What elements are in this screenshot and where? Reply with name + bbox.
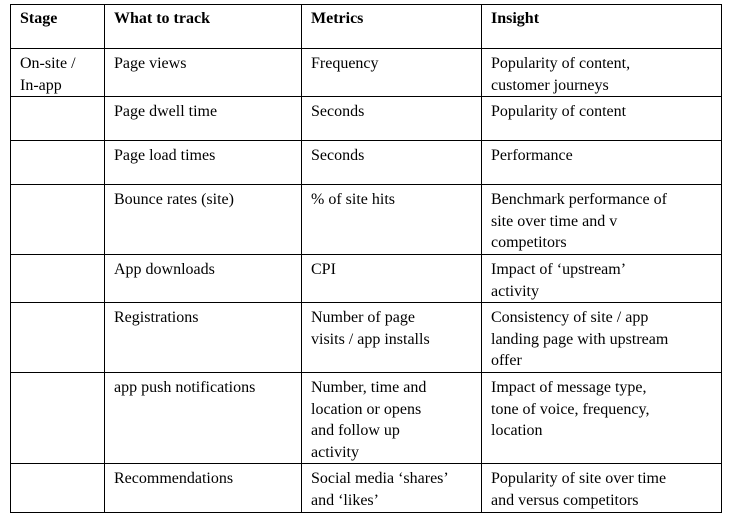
cell-text: and ‘likes’ (311, 491, 379, 509)
cell-text: Social media ‘shares’ (311, 470, 449, 488)
metrics-cell: Number of page visits / app installs (301, 302, 482, 373)
insight-cell: Consistency of site / app landing page wi… (481, 302, 722, 373)
metrics-cell: Seconds (301, 140, 482, 186)
cell-text: Benchmark performance of (491, 191, 667, 209)
cell-text: landing page with upstream (491, 330, 669, 348)
cell-text: In-app (20, 76, 62, 94)
track-cell: Page views (104, 47, 302, 98)
cell-text: Page load times (114, 147, 216, 165)
cell-text: Number of page (311, 309, 415, 327)
track-cell: Recommendations (104, 463, 302, 513)
table-row: Registrations Number of page visits / app … (10, 302, 722, 373)
track-cell: Page dwell time (104, 96, 302, 142)
cell-text: Popularity of content (491, 103, 627, 121)
cell-text: competitors (491, 234, 567, 252)
table-row: On-site / In-app Page views Frequency Popula… (10, 47, 722, 98)
track-cell: App downloads (104, 253, 302, 304)
cell-text: Page dwell time (114, 103, 218, 121)
header-row: Stage What to track Metrics Insight (10, 4, 722, 49)
cell-text: Consistency of site / app (491, 309, 649, 327)
stage-cell (10, 302, 105, 373)
cell-text: location (491, 422, 543, 440)
table-row: Page dwell time Seconds Popularity of cont… (10, 96, 722, 142)
cell-text: Impact of ‘upstream’ (491, 260, 627, 278)
cell-text: and versus competitors (491, 491, 639, 509)
cell-text: activity (491, 282, 539, 300)
stage-cell (10, 184, 105, 255)
cell-text: Page views (114, 55, 187, 72)
insight-cell: Impact of ‘upstream’ activity (481, 253, 722, 304)
cell-text: Impact of message type, (491, 378, 647, 396)
header-cell: Insight (481, 4, 722, 49)
cell-text: Popularity of site over time (491, 470, 667, 488)
track-cell: Bounce rates (site) (104, 184, 302, 255)
table-row: Bounce rates (site) % of site hits Benchma… (10, 184, 722, 255)
track-cell: Page load times (104, 140, 302, 186)
cell-text: location or opens (311, 400, 422, 418)
cell-text: Performance (491, 147, 573, 165)
metrics-cell: % of site hits (301, 184, 482, 255)
metrics-cell: CPI (301, 253, 482, 304)
stage-cell (10, 140, 105, 186)
table-row: App downloads CPI Impact of ‘upstream’ acti… (10, 253, 722, 304)
insight-cell: Popularity of content (481, 96, 722, 142)
metrics-cell: Frequency (301, 47, 482, 98)
metrics-cell: Social media ‘shares’ and ‘likes’ (301, 463, 482, 513)
cell-text: CPI (311, 260, 336, 278)
cell-text: % of site hits (311, 191, 395, 209)
table-row: app push notifications Number, time and lo… (10, 371, 722, 465)
cell-text: On-site / (20, 55, 76, 72)
cell-text: Bounce rates (site) (114, 191, 234, 209)
cell-text: Popularity of content, (491, 55, 631, 72)
table-row: Page load times Seconds Performance (10, 140, 722, 186)
insight-cell: Benchmark performance of site over time a… (481, 184, 722, 255)
metrics-cell: Number, time and location or opens and fol… (301, 371, 482, 465)
cell-text: Registrations (114, 309, 199, 327)
cell-text: App downloads (114, 260, 215, 278)
track-cell: Registrations (104, 302, 302, 373)
cell-text: app push notifications (114, 378, 256, 396)
cell-text: Seconds (311, 147, 365, 165)
stage-cell (10, 96, 105, 142)
cell-text: site over time and v (491, 212, 618, 230)
insight-cell: Impact of message type, tone of voice, fr… (481, 371, 722, 465)
stage-cell (10, 463, 105, 513)
cell-text: and follow up (311, 422, 400, 440)
insight-cell: Popularity of content, customer journeys (481, 47, 722, 98)
insight-cell: Popularity of site over time and versus c… (481, 463, 722, 513)
header-cell: Metrics (301, 4, 482, 49)
cell-text: offer (491, 352, 522, 370)
metrics-cell: Seconds (301, 96, 482, 142)
track-cell: app push notifications (104, 371, 302, 465)
cell-text: Seconds (311, 103, 365, 121)
cell-text: visits / app installs (311, 330, 430, 348)
cell-text: Number, time and (311, 378, 427, 396)
cell-text: customer journeys (491, 76, 609, 94)
cell-text: Recommendations (114, 470, 234, 488)
stage-cell (10, 253, 105, 304)
stage-cell: On-site / In-app (10, 47, 105, 98)
page: Stage What to track Metrics Insight On-site… (10, 4, 722, 513)
header-cell: Stage (10, 4, 105, 49)
table-row: Recommendations Social media ‘shares’ and … (10, 463, 722, 513)
cell-text: tone of voice, frequency, (491, 400, 650, 418)
tracking-table: Stage What to track Metrics Insight On-site… (10, 4, 722, 513)
cell-text: Frequency (311, 55, 379, 72)
stage-cell (10, 371, 105, 465)
cell-text: activity (311, 443, 359, 461)
insight-cell: Performance (481, 140, 722, 186)
header-cell: What to track (104, 4, 302, 49)
